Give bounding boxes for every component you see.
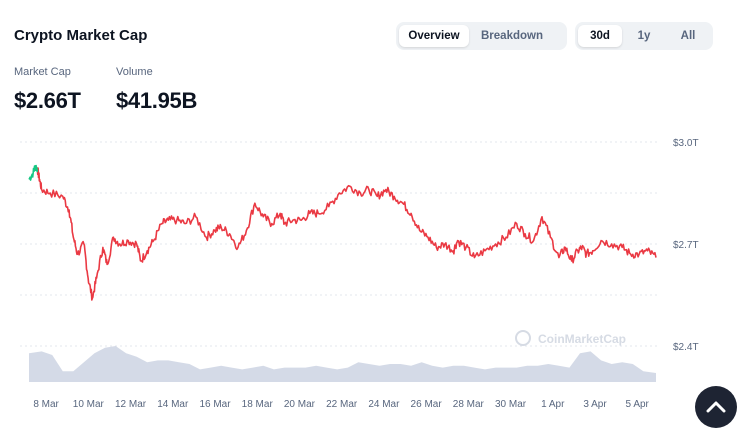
x-tick-label: 16 Mar — [199, 399, 231, 410]
watermark-text: CoinMarketCap — [538, 332, 626, 346]
x-tick-label: 3 Apr — [583, 399, 607, 410]
y-tick-label: $3.0T — [673, 138, 699, 149]
market-cap-value: $2.66T — [14, 88, 81, 113]
chevron-up-icon — [706, 401, 726, 413]
x-tick-label: 28 Mar — [453, 399, 485, 410]
card-title: Crypto Market Cap — [14, 27, 148, 44]
volume-value: $41.95B — [116, 88, 198, 113]
price-line-up — [28, 164, 39, 181]
range-all[interactable]: All — [680, 30, 696, 42]
x-tick-label: 22 Mar — [326, 399, 358, 410]
x-tick-label: 24 Mar — [368, 399, 400, 410]
x-tick-label: 10 Mar — [73, 399, 105, 410]
watermark-logo — [515, 330, 531, 346]
y-tick-label: $2.4T — [673, 342, 699, 353]
x-tick-label: 26 Mar — [411, 399, 443, 410]
view-toggle: Overview Breakdown — [396, 22, 567, 50]
x-tick-label: 8 Mar — [33, 399, 59, 410]
range-30d[interactable]: 30d — [578, 25, 622, 47]
scroll-top-button[interactable] — [695, 386, 737, 428]
x-tick-label: 5 Apr — [626, 399, 650, 410]
x-tick-label: 1 Apr — [541, 399, 565, 410]
range-toggle: 30d 1y All — [575, 22, 713, 50]
y-tick-label: $2.7T — [673, 240, 699, 251]
tab-overview[interactable]: Overview — [399, 25, 469, 47]
volume-label: Volume — [116, 66, 153, 78]
x-tick-label: 20 Mar — [284, 399, 316, 410]
price-line-down — [36, 167, 657, 301]
x-tick-label: 18 Mar — [242, 399, 274, 410]
x-tick-label: 14 Mar — [157, 399, 189, 410]
range-1y[interactable]: 1y — [637, 30, 651, 42]
volume-area — [29, 346, 656, 382]
x-tick-label: 12 Mar — [115, 399, 147, 410]
tab-breakdown[interactable]: Breakdown — [481, 30, 543, 42]
x-tick-label: 30 Mar — [495, 399, 527, 410]
market-cap-label: Market Cap — [14, 66, 71, 78]
